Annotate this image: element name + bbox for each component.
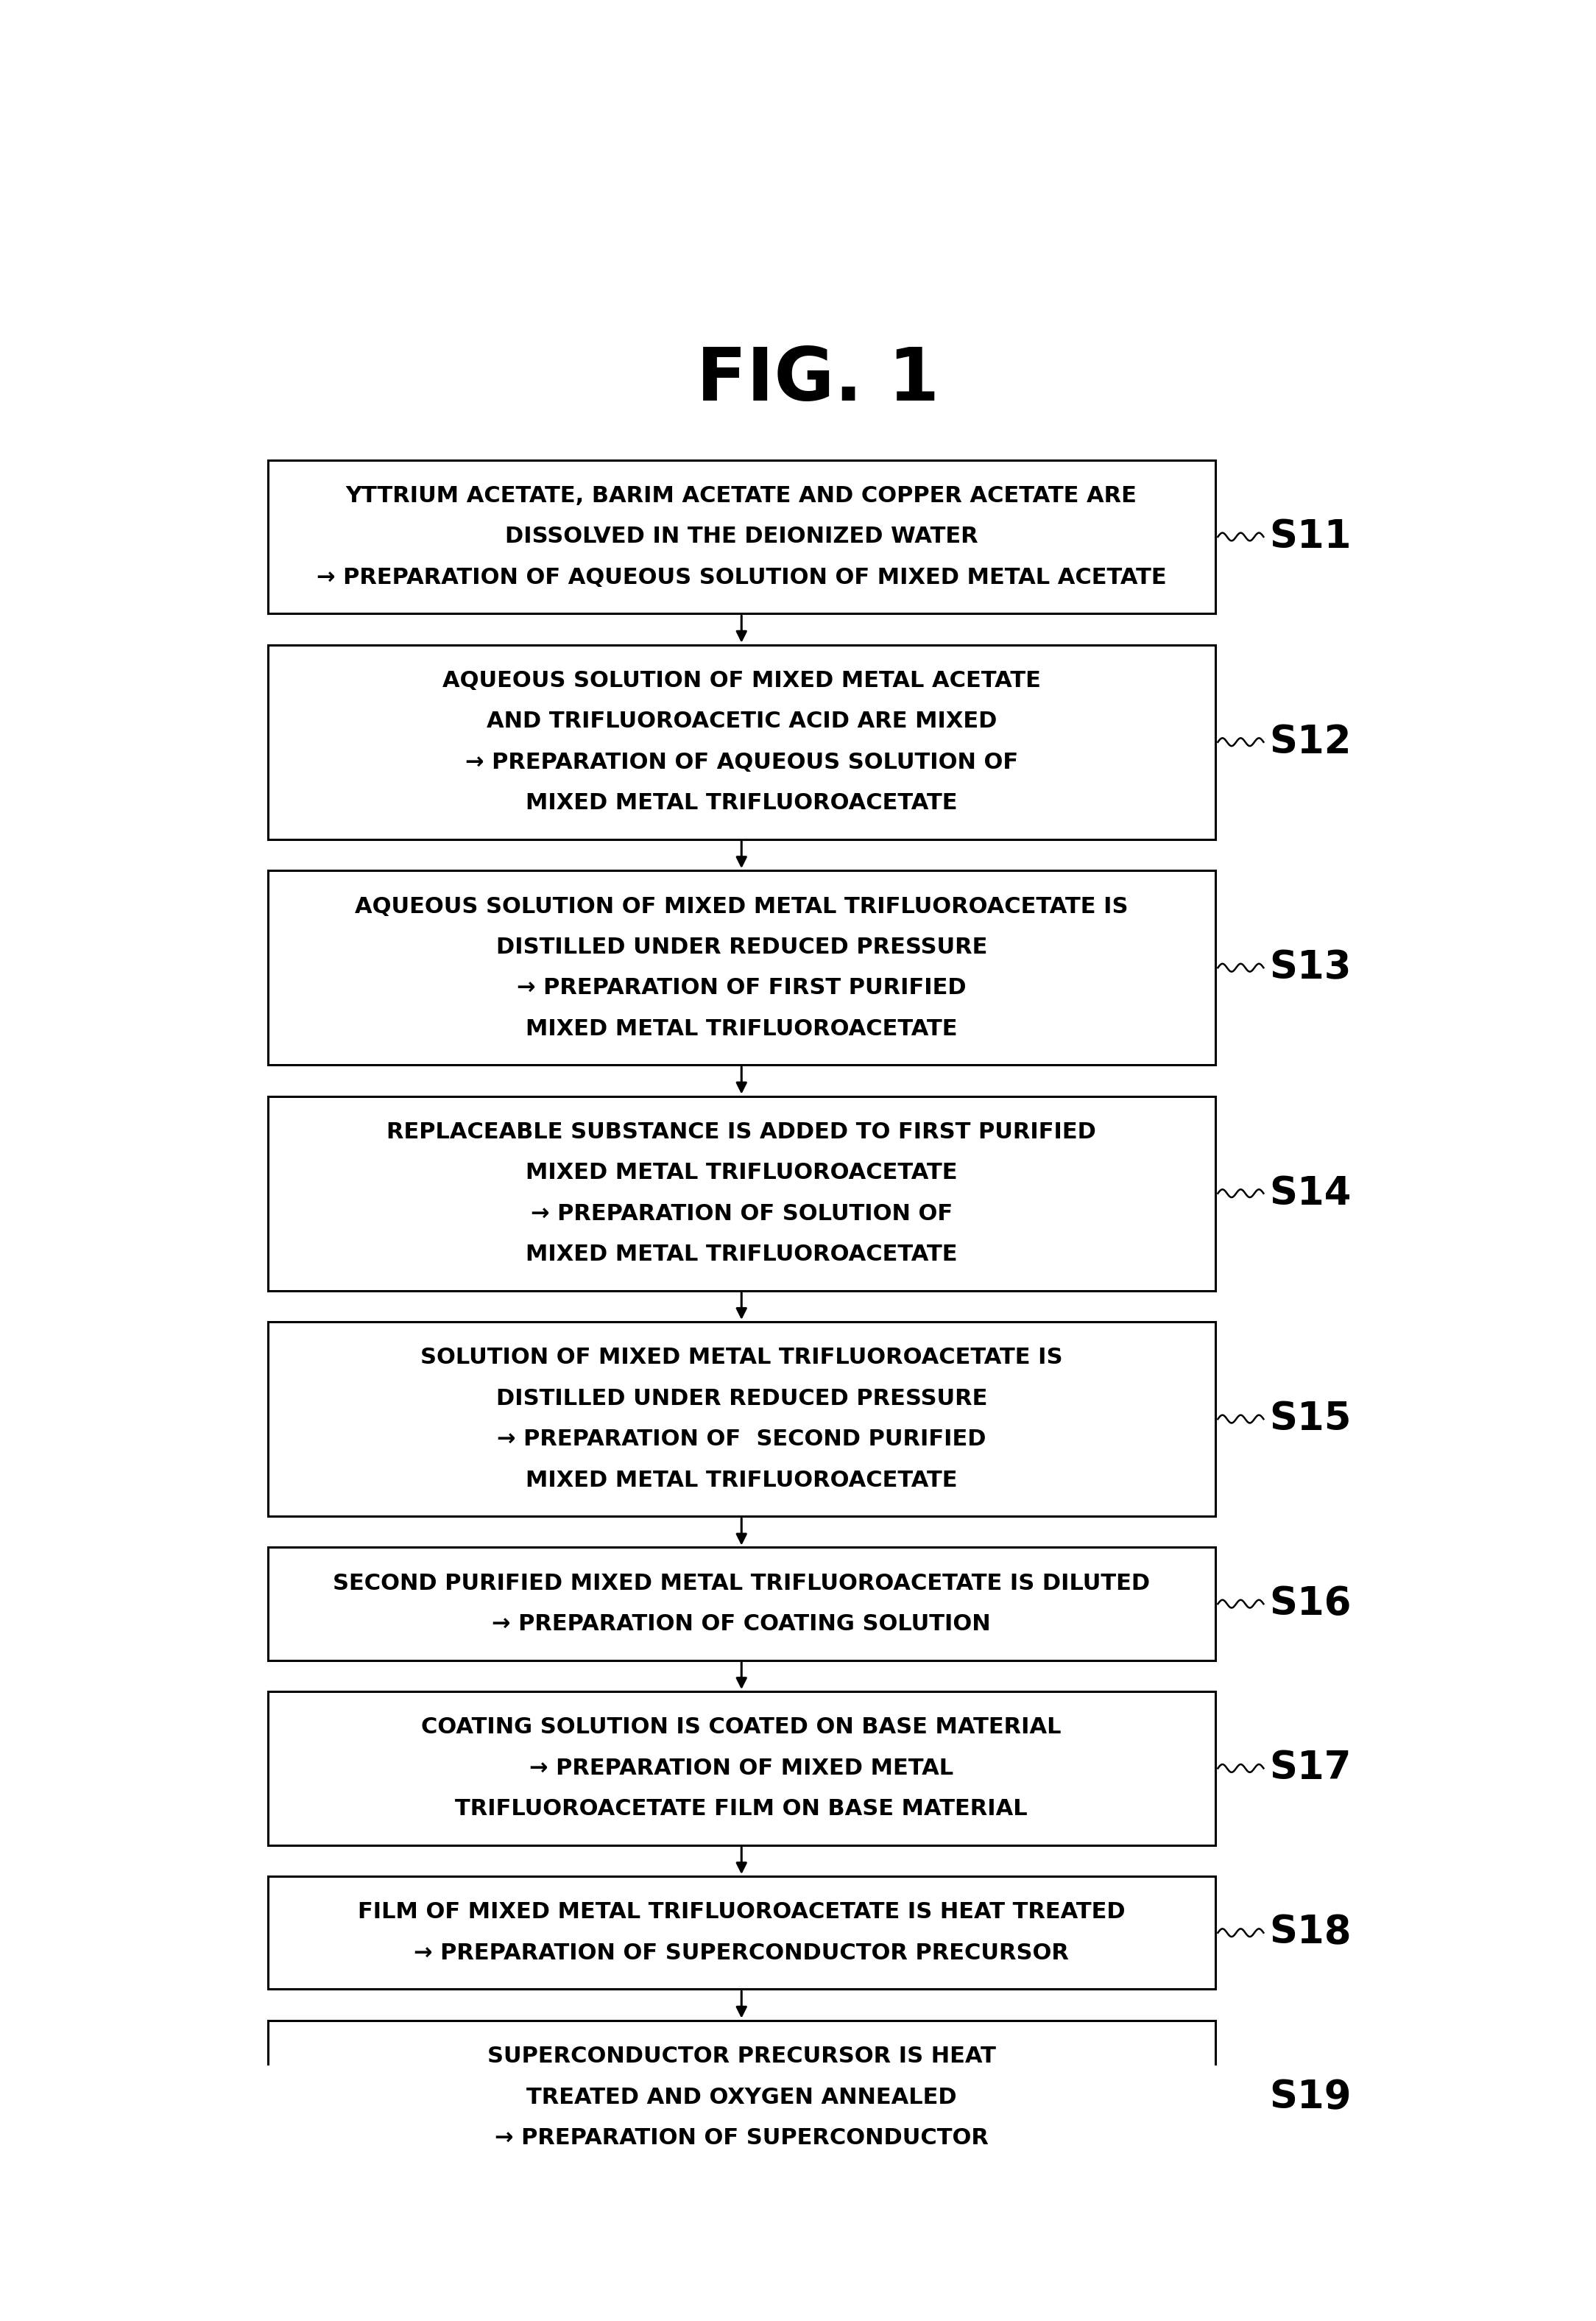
Bar bbox=[268, 645, 1215, 840]
Text: S15: S15 bbox=[1269, 1400, 1352, 1439]
Text: MIXED METAL TRIFLUOROACETATE: MIXED METAL TRIFLUOROACETATE bbox=[525, 1019, 958, 1040]
Text: TRIFLUOROACETATE FILM ON BASE MATERIAL: TRIFLUOROACETATE FILM ON BASE MATERIAL bbox=[455, 1799, 1028, 1820]
Text: SOLUTION OF MIXED METAL TRIFLUOROACETATE IS: SOLUTION OF MIXED METAL TRIFLUOROACETATE… bbox=[420, 1346, 1063, 1369]
Text: COATING SOLUTION IS COATED ON BASE MATERIAL: COATING SOLUTION IS COATED ON BASE MATER… bbox=[421, 1718, 1061, 1738]
Text: AND TRIFLUOROACETIC ACID ARE MIXED: AND TRIFLUOROACETIC ACID ARE MIXED bbox=[487, 710, 998, 733]
Text: AQUEOUS SOLUTION OF MIXED METAL ACETATE: AQUEOUS SOLUTION OF MIXED METAL ACETATE bbox=[442, 671, 1041, 692]
Text: SECOND PURIFIED MIXED METAL TRIFLUOROACETATE IS DILUTED: SECOND PURIFIED MIXED METAL TRIFLUOROACE… bbox=[334, 1574, 1151, 1595]
Text: FILM OF MIXED METAL TRIFLUOROACETATE IS HEAT TREATED: FILM OF MIXED METAL TRIFLUOROACETATE IS … bbox=[358, 1901, 1125, 1924]
Text: S16: S16 bbox=[1269, 1585, 1352, 1622]
Text: → PREPARATION OF AQUEOUS SOLUTION OF: → PREPARATION OF AQUEOUS SOLUTION OF bbox=[464, 752, 1018, 773]
Text: REPLACEABLE SUBSTANCE IS ADDED TO FIRST PURIFIED: REPLACEABLE SUBSTANCE IS ADDED TO FIRST … bbox=[386, 1121, 1096, 1142]
Text: FIG. 1: FIG. 1 bbox=[696, 346, 940, 415]
Text: → PREPARATION OF SUPERCONDUCTOR: → PREPARATION OF SUPERCONDUCTOR bbox=[495, 2128, 988, 2149]
Text: → PREPARATION OF SOLUTION OF: → PREPARATION OF SOLUTION OF bbox=[530, 1202, 953, 1225]
Text: → PREPARATION OF MIXED METAL: → PREPARATION OF MIXED METAL bbox=[530, 1757, 953, 1778]
Text: → PREPARATION OF  SECOND PURIFIED: → PREPARATION OF SECOND PURIFIED bbox=[496, 1430, 986, 1451]
Text: YTTRIUM ACETATE, BARIM ACETATE AND COPPER ACETATE ARE: YTTRIUM ACETATE, BARIM ACETATE AND COPPE… bbox=[346, 485, 1136, 506]
Text: S11: S11 bbox=[1269, 518, 1352, 557]
Text: S18: S18 bbox=[1269, 1913, 1352, 1952]
Text: TREATED AND OXYGEN ANNEALED: TREATED AND OXYGEN ANNEALED bbox=[527, 2087, 956, 2107]
Text: S19: S19 bbox=[1269, 2077, 1352, 2117]
Text: DISSOLVED IN THE DEIONIZED WATER: DISSOLVED IN THE DEIONIZED WATER bbox=[504, 527, 978, 548]
Text: DISTILLED UNDER REDUCED PRESSURE: DISTILLED UNDER REDUCED PRESSURE bbox=[496, 1388, 988, 1409]
Text: → PREPARATION OF SUPERCONDUCTOR PRECURSOR: → PREPARATION OF SUPERCONDUCTOR PRECURSO… bbox=[413, 1943, 1069, 1964]
Text: MIXED METAL TRIFLUOROACETATE: MIXED METAL TRIFLUOROACETATE bbox=[525, 1469, 958, 1490]
Text: S14: S14 bbox=[1269, 1174, 1352, 1212]
Bar bbox=[268, 1321, 1215, 1516]
Text: MIXED METAL TRIFLUOROACETATE: MIXED METAL TRIFLUOROACETATE bbox=[525, 1163, 958, 1184]
Text: AQUEOUS SOLUTION OF MIXED METAL TRIFLUOROACETATE IS: AQUEOUS SOLUTION OF MIXED METAL TRIFLUOR… bbox=[354, 896, 1128, 917]
Text: S13: S13 bbox=[1269, 949, 1352, 986]
Text: S12: S12 bbox=[1269, 722, 1352, 761]
Bar bbox=[268, 1875, 1215, 1989]
Bar bbox=[268, 1692, 1215, 1845]
Text: MIXED METAL TRIFLUOROACETATE: MIXED METAL TRIFLUOROACETATE bbox=[525, 1244, 958, 1265]
Text: S17: S17 bbox=[1269, 1750, 1352, 1787]
Text: → PREPARATION OF COATING SOLUTION: → PREPARATION OF COATING SOLUTION bbox=[492, 1613, 991, 1634]
Bar bbox=[268, 870, 1215, 1065]
Text: → PREPARATION OF AQUEOUS SOLUTION OF MIXED METAL ACETATE: → PREPARATION OF AQUEOUS SOLUTION OF MIX… bbox=[316, 566, 1167, 587]
Bar bbox=[268, 1096, 1215, 1290]
Bar bbox=[268, 460, 1215, 613]
Text: DISTILLED UNDER REDUCED PRESSURE: DISTILLED UNDER REDUCED PRESSURE bbox=[496, 938, 988, 959]
Text: SUPERCONDUCTOR PRECURSOR IS HEAT: SUPERCONDUCTOR PRECURSOR IS HEAT bbox=[487, 2045, 996, 2068]
Bar bbox=[268, 2019, 1215, 2175]
Text: → PREPARATION OF FIRST PURIFIED: → PREPARATION OF FIRST PURIFIED bbox=[517, 977, 966, 998]
Bar bbox=[268, 1548, 1215, 1660]
Text: MIXED METAL TRIFLUOROACETATE: MIXED METAL TRIFLUOROACETATE bbox=[525, 791, 958, 815]
